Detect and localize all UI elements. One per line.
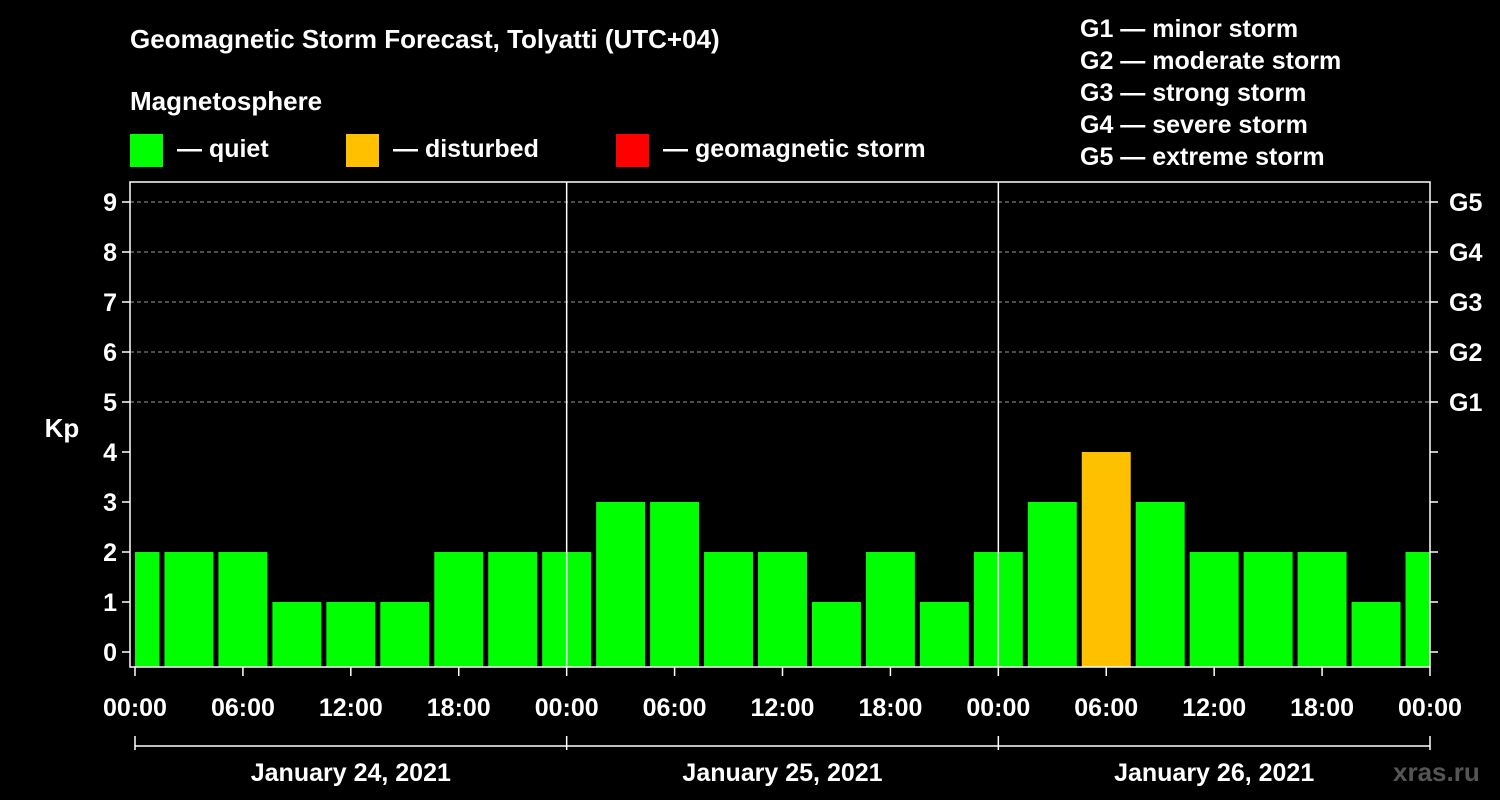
x-tick-label: 18:00 [427, 694, 491, 722]
legend-heading: Magnetosphere [130, 86, 322, 116]
day-label: January 26, 2021 [1114, 759, 1314, 787]
x-tick-label: 06:00 [1074, 694, 1138, 722]
y-tick-label: 3 [103, 489, 117, 517]
y-tick-label: 5 [103, 389, 117, 417]
g-level-label: G3 [1449, 289, 1482, 317]
legend-label-storm: — geomagnetic storm [663, 135, 926, 163]
x-tick-label: 00:00 [535, 694, 599, 722]
x-tick-label: 06:00 [643, 694, 707, 722]
g-level-label: G4 [1449, 239, 1482, 267]
legend-label-disturbed: — disturbed [393, 135, 539, 163]
kp-bar [1351, 602, 1401, 667]
legend: — quiet — disturbed — geomagnetic storm [130, 134, 926, 167]
y-tick-label: 1 [103, 589, 117, 617]
watermark: xras.ru [1393, 757, 1480, 787]
x-tick-label: 00:00 [1398, 694, 1462, 722]
kp-bar [1189, 552, 1239, 667]
legend-label-quiet: — quiet [177, 135, 269, 163]
g-level-label: G1 [1449, 389, 1482, 417]
kp-bar [488, 552, 538, 667]
legend-swatch-disturbed [346, 134, 379, 167]
y-tick-label: 0 [103, 639, 117, 667]
x-tick-label: 12:00 [319, 694, 383, 722]
x-tick-label: 12:00 [1182, 694, 1246, 722]
kp-bar [1135, 502, 1185, 667]
g-level-label: G2 [1449, 339, 1482, 367]
x-tick-label: 12:00 [751, 694, 815, 722]
kp-bar [1243, 552, 1293, 667]
kp-bar [434, 552, 484, 667]
chart-title: Geomagnetic Storm Forecast, Tolyatti (UT… [130, 24, 720, 54]
kp-bar [650, 502, 700, 667]
x-tick-label: 06:00 [211, 694, 275, 722]
kp-bar [1027, 502, 1077, 667]
y-tick-label: 9 [103, 189, 117, 217]
g-scale-4: G4 — severe storm [1080, 111, 1308, 139]
y-tick-label: 8 [103, 239, 117, 267]
g-level-label: G5 [1449, 189, 1482, 217]
legend-swatch-quiet [130, 134, 163, 167]
x-tick-label: 00:00 [103, 694, 167, 722]
kp-bar [865, 552, 915, 667]
x-tick-label: 18:00 [858, 694, 922, 722]
kp-bar [326, 602, 376, 667]
kp-bar [758, 552, 807, 667]
x-tick-label: 00:00 [966, 694, 1030, 722]
kp-bar [380, 602, 430, 667]
kp-bar [704, 552, 754, 667]
kp-bar [1081, 452, 1131, 667]
day-label: January 25, 2021 [682, 759, 882, 787]
y-tick-label: 2 [103, 539, 117, 567]
kp-bar [164, 552, 214, 667]
legend-swatch-storm [616, 134, 649, 167]
g-scale-3: G3 — strong storm [1080, 79, 1306, 107]
kp-bar [1297, 552, 1347, 667]
kp-bar [596, 502, 646, 667]
g-scale-1: G1 — minor storm [1080, 15, 1298, 43]
kp-bar [919, 602, 969, 667]
plot-area: 0 1 2 3 4 5 6 7 8 9 G1 G2 G3 G4 G5 00:00 06:00 12:00 18:00… [103, 181, 1482, 787]
x-tick-label: 18:00 [1290, 694, 1354, 722]
y-tick-label: 7 [103, 289, 117, 317]
plot-frame [129, 181, 1431, 668]
kp-bar [811, 602, 861, 667]
y-tick-label: 4 [103, 439, 117, 467]
kp-bar [218, 552, 268, 667]
kp-bar [1405, 552, 1430, 667]
kp-bar [272, 602, 322, 667]
day-label: January 24, 2021 [251, 759, 451, 787]
y-tick-label: 6 [103, 339, 117, 367]
y-axis-label: Kp [45, 413, 80, 443]
g-scale-2: G2 — moderate storm [1080, 47, 1341, 75]
g-scale-5: G5 — extreme storm [1080, 143, 1325, 171]
g-scale-legend: G1 — minor storm G2 — moderate storm G3 … [1080, 15, 1341, 171]
kp-bar [135, 552, 160, 667]
